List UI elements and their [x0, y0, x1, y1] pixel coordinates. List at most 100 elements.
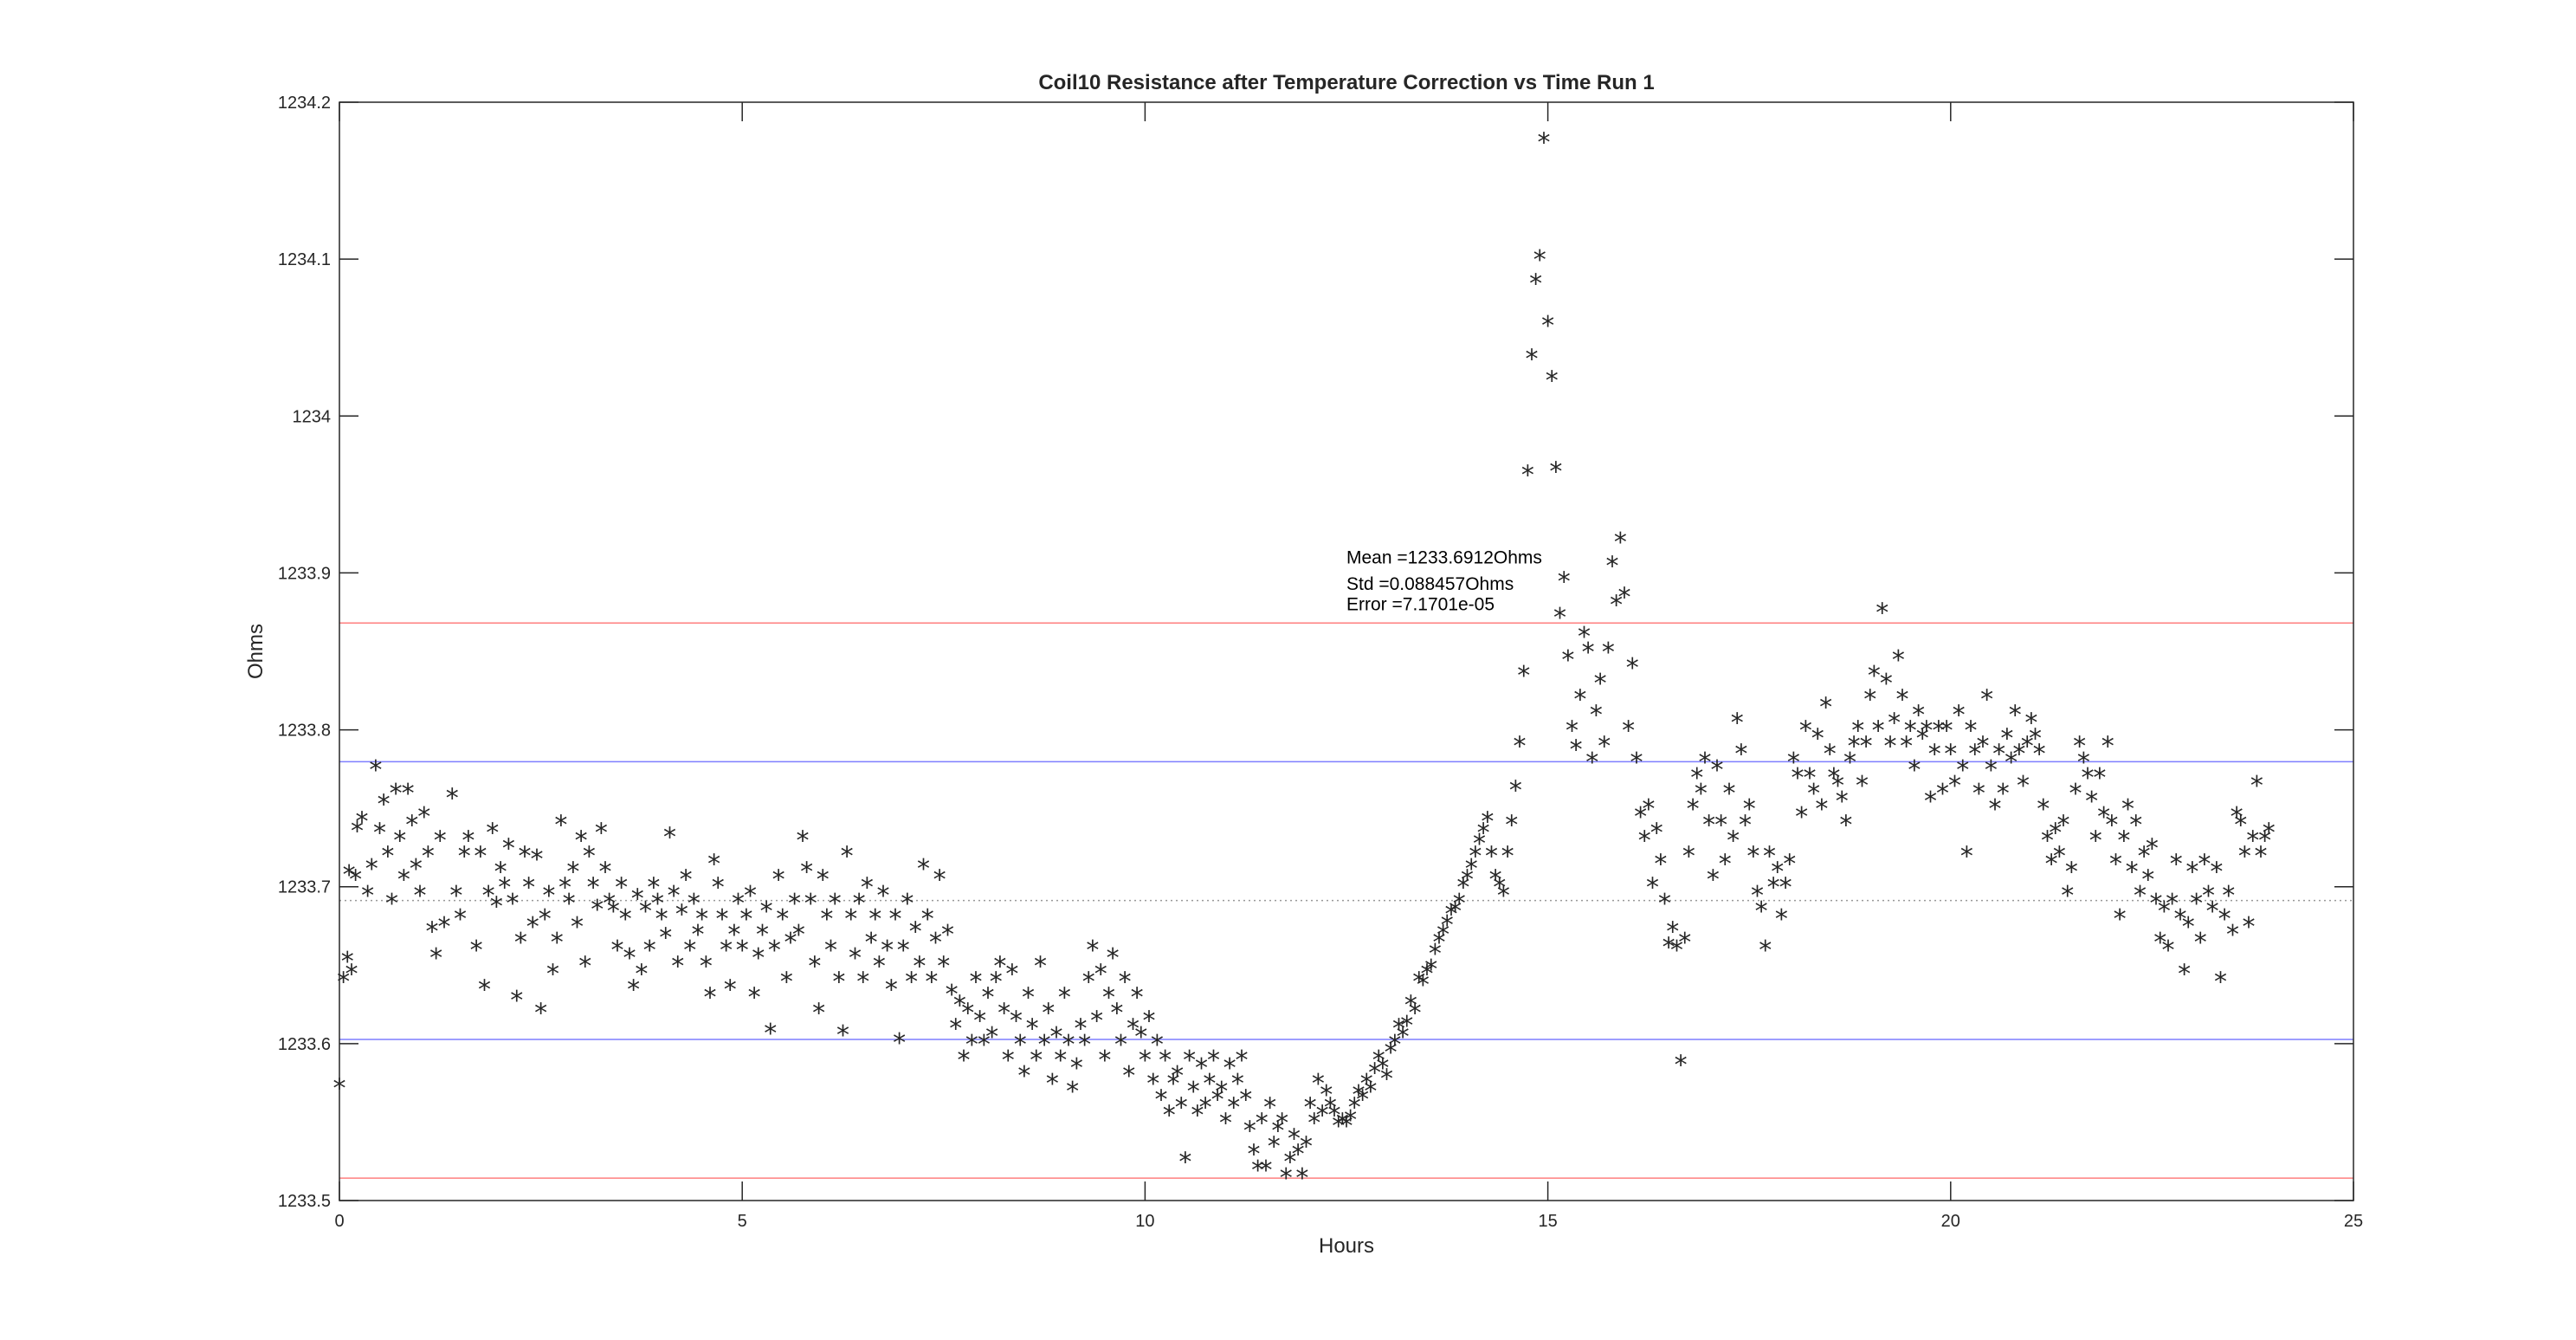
data-point: * [1892, 645, 1905, 676]
data-point: * [1344, 1105, 1357, 1136]
y-axis-label: Ohms [244, 624, 268, 679]
y-tick-label: 1233.9 [278, 564, 331, 583]
data-point: * [1421, 959, 1434, 989]
data-point: * [1356, 1084, 1369, 1115]
data-point: * [1046, 1069, 1059, 1099]
data-point: * [1936, 779, 1949, 809]
y-tick-label: 1233.6 [278, 1035, 331, 1054]
data-point: * [1566, 716, 1579, 747]
data-point: * [414, 881, 427, 911]
data-point: * [1465, 854, 1478, 884]
data-point: * [2185, 858, 2198, 888]
data-point: * [1038, 1030, 1051, 1060]
y-tick-label: 1234.2 [278, 94, 331, 113]
data-point: * [2258, 825, 2271, 856]
data-point: * [1461, 865, 1474, 896]
data-point: * [1295, 1163, 1308, 1194]
data-point: * [1231, 1069, 1244, 1099]
data-point: * [1078, 1030, 1091, 1060]
data-point: * [1211, 1084, 1224, 1115]
data-point: * [1146, 1069, 1159, 1099]
data-point: * [1002, 1045, 1015, 1076]
data-point: * [1062, 1030, 1075, 1060]
data-point: * [1236, 1045, 1249, 1076]
data-point: * [1666, 916, 1679, 947]
data-point: * [756, 920, 769, 950]
x-tick-label: 25 [2344, 1212, 2363, 1231]
data-point: * [1171, 1061, 1184, 1091]
data-point: * [615, 873, 628, 903]
data-point: * [1070, 1053, 1083, 1084]
data-point: * [2093, 763, 2106, 793]
data-point: * [1505, 810, 1518, 840]
data-point: * [981, 983, 994, 1013]
data-point: * [800, 858, 813, 888]
data-point: * [2045, 850, 2058, 880]
data-point: * [1030, 1045, 1043, 1076]
data-point: * [2021, 732, 2034, 762]
data-point: * [909, 916, 922, 947]
data-point: * [1714, 810, 1727, 840]
data-point: * [2085, 787, 2098, 817]
data-point: * [817, 865, 830, 896]
data-point: * [1514, 732, 1527, 762]
data-point: * [1610, 591, 1623, 621]
data-point: * [2089, 825, 2102, 856]
data-point: * [1831, 771, 1844, 801]
data-point: * [385, 889, 398, 919]
data-point: * [2073, 732, 2086, 762]
data-point: * [820, 904, 833, 935]
data-point: * [2231, 802, 2244, 832]
data-point: * [1239, 1084, 1252, 1115]
data-point: * [623, 943, 636, 974]
data-point: * [554, 810, 567, 840]
data-point: * [668, 881, 681, 911]
data-point: * [700, 951, 713, 981]
data-point: * [997, 999, 1010, 1029]
data-point: * [458, 841, 471, 871]
data-point: * [736, 935, 749, 966]
data-point: * [873, 951, 886, 981]
data-point: * [1602, 638, 1615, 668]
data-point: * [631, 884, 644, 914]
data-point: * [1795, 802, 1808, 832]
data-point: * [1783, 850, 1796, 880]
data-point: * [2162, 935, 2175, 966]
data-point: * [1598, 732, 1611, 762]
data-point: * [760, 897, 773, 927]
data-point: * [2170, 850, 2183, 880]
data-point: * [1517, 661, 1530, 691]
data-point: * [1746, 841, 1759, 871]
data-point: * [849, 943, 862, 974]
data-point: * [1872, 716, 1885, 747]
data-point: * [1546, 366, 1559, 397]
annotation-0: Mean =1233.6912Ohms [1346, 547, 1542, 567]
data-point: * [1441, 910, 1454, 941]
data-point: * [707, 850, 720, 880]
y-tick-label: 1233.5 [278, 1192, 331, 1211]
data-point: * [2138, 841, 2151, 871]
data-point: * [1248, 1140, 1261, 1170]
data-point: * [973, 1007, 986, 1037]
data-point: * [695, 904, 708, 935]
data-point: * [518, 841, 531, 871]
data-point: * [1312, 1069, 1325, 1099]
data-point: * [2190, 889, 2203, 919]
data-point: * [732, 889, 745, 919]
data-point: * [2097, 802, 2110, 832]
data-point: * [2134, 881, 2147, 911]
data-point: * [490, 891, 503, 922]
annotation-1: Std =0.088457Ohms [1346, 574, 1514, 594]
data-point: * [2178, 959, 2191, 989]
data-point: * [2065, 858, 2078, 888]
data-point: * [454, 904, 467, 935]
data-point: * [1380, 1065, 1393, 1095]
data-point: * [1409, 999, 1422, 1029]
data-point: * [2041, 825, 2054, 856]
data-point: * [1050, 1022, 1063, 1052]
data-point: * [1980, 684, 1993, 715]
data-point: * [369, 755, 382, 786]
data-point: * [675, 900, 688, 930]
data-point: * [526, 912, 539, 942]
